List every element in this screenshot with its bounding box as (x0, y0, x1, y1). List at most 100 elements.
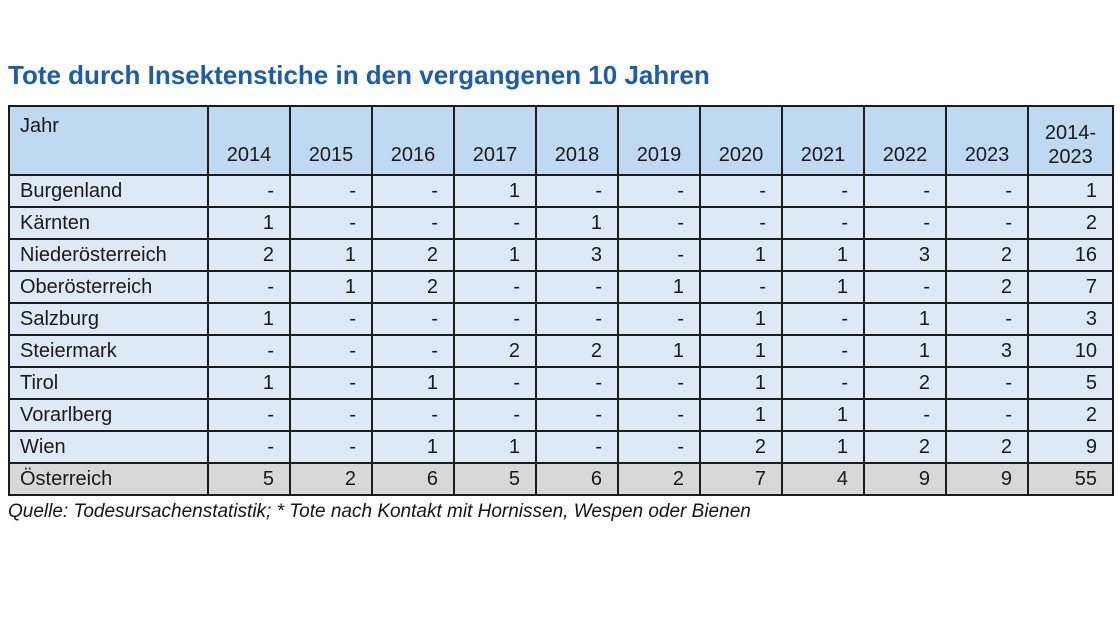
table-row: Oberösterreich -1 2- -1-1-2 7 (8, 270, 1114, 304)
row-label: Salzburg (8, 302, 209, 336)
row-total-cell: 55 (1027, 462, 1114, 496)
column-header-year: 2022 (863, 105, 947, 176)
table-cell: - (617, 206, 701, 240)
table-cell: 2 (535, 334, 619, 368)
table-cell: - (535, 270, 619, 304)
table-cell: 5 (207, 462, 291, 496)
table-cell: - (699, 206, 783, 240)
table-cell: - (371, 302, 455, 336)
table-cell: 1 (371, 366, 455, 400)
table-cell: - (781, 302, 865, 336)
table-cell: - (289, 174, 373, 208)
table-cell: - (945, 398, 1029, 432)
table-row: Niederösterreich 2 1 2 1 3-1 1 3 2 16 (8, 238, 1114, 272)
row-label: Wien (8, 430, 209, 464)
table-cell: 1 (207, 206, 291, 240)
table-row: Vorarlberg - - - - - -1 1- -2 (8, 398, 1114, 432)
table-cell: 6 (535, 462, 619, 496)
row-total-cell: 2 (1027, 206, 1114, 240)
table-cell: 1 (699, 238, 783, 272)
column-header-year: 2017 (453, 105, 537, 176)
column-header-year: 2018 (535, 105, 619, 176)
table-cell: - (535, 430, 619, 464)
table-cell: 2 (617, 462, 701, 496)
table-cell: 1 (207, 302, 291, 336)
table-cell: - (617, 302, 701, 336)
table-row: Steiermark - - -2 2 1 1-1 3 10 (8, 334, 1114, 368)
row-label: Burgenland (8, 174, 209, 208)
table-cell: - (453, 206, 537, 240)
table-cell: - (207, 174, 291, 208)
table-cell: - (617, 430, 701, 464)
table-cell: 2 (453, 334, 537, 368)
table-cell: 2 (863, 366, 947, 400)
deaths-by-insect-stings-table: Jahr 2014 2015 2016 2017 2018 2019 2020 2021 2022… (8, 105, 1114, 496)
source-footnote: Quelle: Todesursachenstatistik; * Tote n… (8, 501, 751, 522)
table-cell: 1 (617, 270, 701, 304)
table-cell: 9 (863, 462, 947, 496)
table-cell: - (289, 366, 373, 400)
table-cell: - (371, 398, 455, 432)
table-cell: - (453, 366, 537, 400)
row-label: Tirol (8, 366, 209, 400)
table-header: Jahr 2014 2015 2016 2017 2018 2019 2020 2021 2022… (8, 105, 1114, 176)
table-cell: 1 (863, 302, 947, 336)
table-cell: - (207, 398, 291, 432)
table-cell: 2 (207, 238, 291, 272)
table-cell: 9 (945, 462, 1029, 496)
table-cell: 1 (699, 398, 783, 432)
table-cell: - (781, 366, 865, 400)
table-row: Kärnten 1- - -1- - - - -2 (8, 206, 1114, 240)
column-header-year: 2020 (699, 105, 783, 176)
table-cell: 1 (781, 398, 865, 432)
table-cell: - (371, 334, 455, 368)
column-header-jahr: Jahr (8, 105, 209, 176)
total-row: Österreich 5 2 6 5 6 2 7 4 9 9 55 (8, 462, 1114, 496)
row-label: Oberösterreich (8, 270, 209, 304)
column-header-year: 2016 (371, 105, 455, 176)
table-cell: - (617, 238, 701, 272)
header-row: Jahr 2014 2015 2016 2017 2018 2019 2020 2021 2022… (8, 105, 1114, 176)
table-cell: 3 (535, 238, 619, 272)
table-cell: 2 (289, 462, 373, 496)
table-cell: - (535, 366, 619, 400)
row-label: Vorarlberg (8, 398, 209, 432)
table-cell: 1 (699, 366, 783, 400)
table-row: Salzburg 1- - - - -1-1-3 (8, 302, 1114, 336)
table-cell: 2 (371, 270, 455, 304)
column-header-year: 2015 (289, 105, 373, 176)
table-row: Wien - -1 1- -2 1 2 2 9 (8, 430, 1114, 464)
table-cell: - (453, 270, 537, 304)
table-cell: 3 (945, 334, 1029, 368)
table-cell: 1 (781, 270, 865, 304)
column-header-year: 2023 (945, 105, 1029, 176)
table-cell: - (535, 398, 619, 432)
table-cell: - (535, 174, 619, 208)
row-total-cell: 5 (1027, 366, 1114, 400)
page-title: Tote durch Insektenstiche in den vergang… (8, 60, 710, 90)
table-cell: 1 (617, 334, 701, 368)
table-cell: 1 (699, 334, 783, 368)
table-row: Tirol 1-1- - -1-2-5 (8, 366, 1114, 400)
table-cell: 6 (371, 462, 455, 496)
table-cell: 1 (453, 430, 537, 464)
table-cell: - (945, 366, 1029, 400)
table-cell: - (863, 270, 947, 304)
table-cell: - (453, 302, 537, 336)
table-cell: - (699, 270, 783, 304)
row-total-cell: 7 (1027, 270, 1114, 304)
row-total-cell: 1 (1027, 174, 1114, 208)
table-cell: - (781, 334, 865, 368)
table-cell: - (945, 206, 1029, 240)
row-total-cell: 2 (1027, 398, 1114, 432)
table-cell: 1 (863, 334, 947, 368)
table-cell: 2 (699, 430, 783, 464)
row-total-cell: 3 (1027, 302, 1114, 336)
table-cell: - (945, 174, 1029, 208)
table-cell: - (453, 398, 537, 432)
table-cell: 2 (945, 238, 1029, 272)
table-cell: 1 (453, 174, 537, 208)
table-cell: - (207, 270, 291, 304)
table-cell: 3 (863, 238, 947, 272)
row-total-cell: 9 (1027, 430, 1114, 464)
